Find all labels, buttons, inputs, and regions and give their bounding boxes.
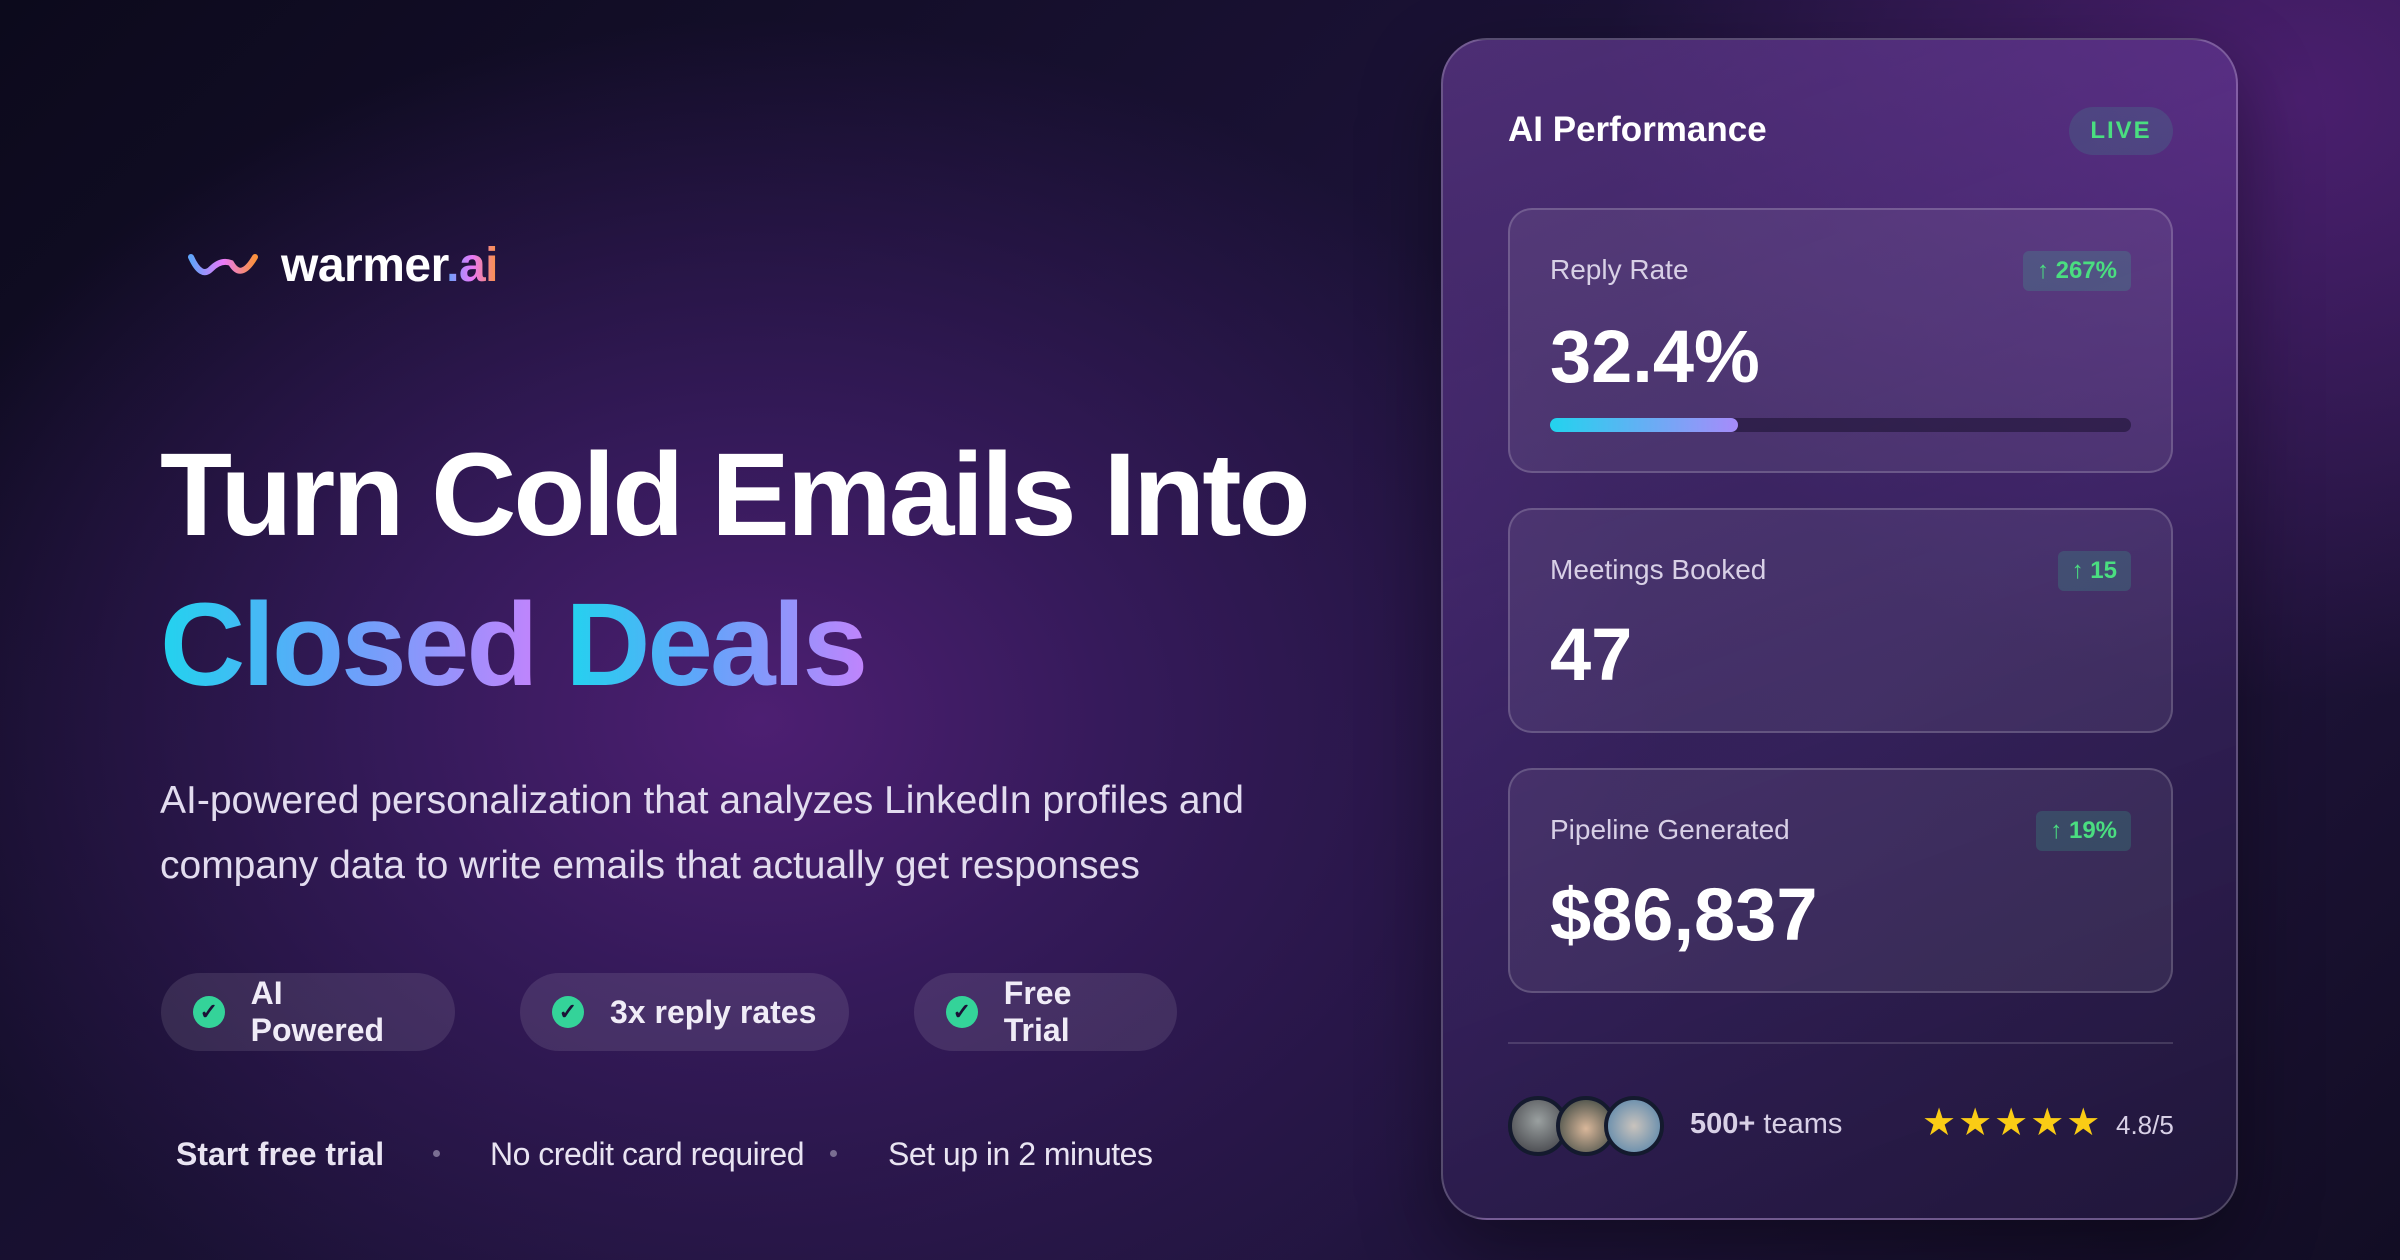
subtitle: AI-powered personalization that analyzes…: [160, 779, 1245, 887]
start-free-trial-link[interactable]: Start free trial: [176, 1136, 385, 1172]
metric-reply-rate: Reply Rate ↑ 267% 32.4%: [1508, 208, 2173, 473]
feature-pill-free-trial: ✓ Free Trial: [914, 973, 1177, 1051]
headline: Turn Cold Emails Into Closed Deals: [160, 420, 1311, 720]
check-icon: ✓: [193, 996, 225, 1028]
card-title: AI Performance: [1508, 110, 1767, 149]
no-credit-card-text: No credit card required: [490, 1136, 804, 1172]
metric-value: 32.4%: [1550, 315, 1760, 398]
headline-line-1: Turn Cold Emails Into: [160, 429, 1311, 561]
metric-value: 47: [1550, 613, 1633, 696]
teams-count: 500+ teams: [1690, 1108, 1843, 1140]
logo-text: warmer.ai: [281, 239, 498, 292]
change-badge: ↑ 267%: [2022, 251, 2131, 291]
metric-label: Meetings Booked: [1550, 554, 1767, 585]
performance-card: [1441, 38, 2238, 1220]
change-badge: ↑ 19%: [2036, 811, 2131, 851]
metric-meetings-booked: Meetings Booked ↑ 15 47: [1508, 508, 2173, 733]
metric-label: Pipeline Generated: [1550, 814, 1790, 845]
feature-pill-ai-powered: ✓ AI Powered: [161, 973, 455, 1051]
reply-rate-progress-bar: [1550, 418, 2131, 432]
check-icon: ✓: [946, 996, 978, 1028]
separator-dot: [433, 1150, 440, 1157]
feature-pill-reply-rates: ✓ 3x reply rates: [520, 973, 849, 1051]
setup-time-text: Set up in 2 minutes: [888, 1136, 1153, 1172]
logo: warmer.ai: [187, 238, 498, 293]
headline-line-2: Closed Deals: [160, 579, 868, 711]
progress-fill: [1550, 418, 1739, 432]
star-rating-icon: ★★★★★: [1922, 1102, 2103, 1144]
metric-label: Reply Rate: [1550, 254, 1689, 285]
change-badge: ↑ 15: [2057, 551, 2131, 591]
metric-value: $86,837: [1550, 873, 1818, 956]
avatar: [1604, 1096, 1664, 1156]
separator-dot: [830, 1150, 837, 1157]
check-icon: ✓: [552, 996, 584, 1028]
divider: [1508, 1042, 2173, 1044]
live-badge: LIVE: [2069, 107, 2173, 155]
rating-value: 4.8/5: [2116, 1110, 2174, 1140]
metric-pipeline-generated: Pipeline Generated ↑ 19% $86,837: [1508, 768, 2173, 993]
wave-logo-icon: [188, 253, 258, 275]
